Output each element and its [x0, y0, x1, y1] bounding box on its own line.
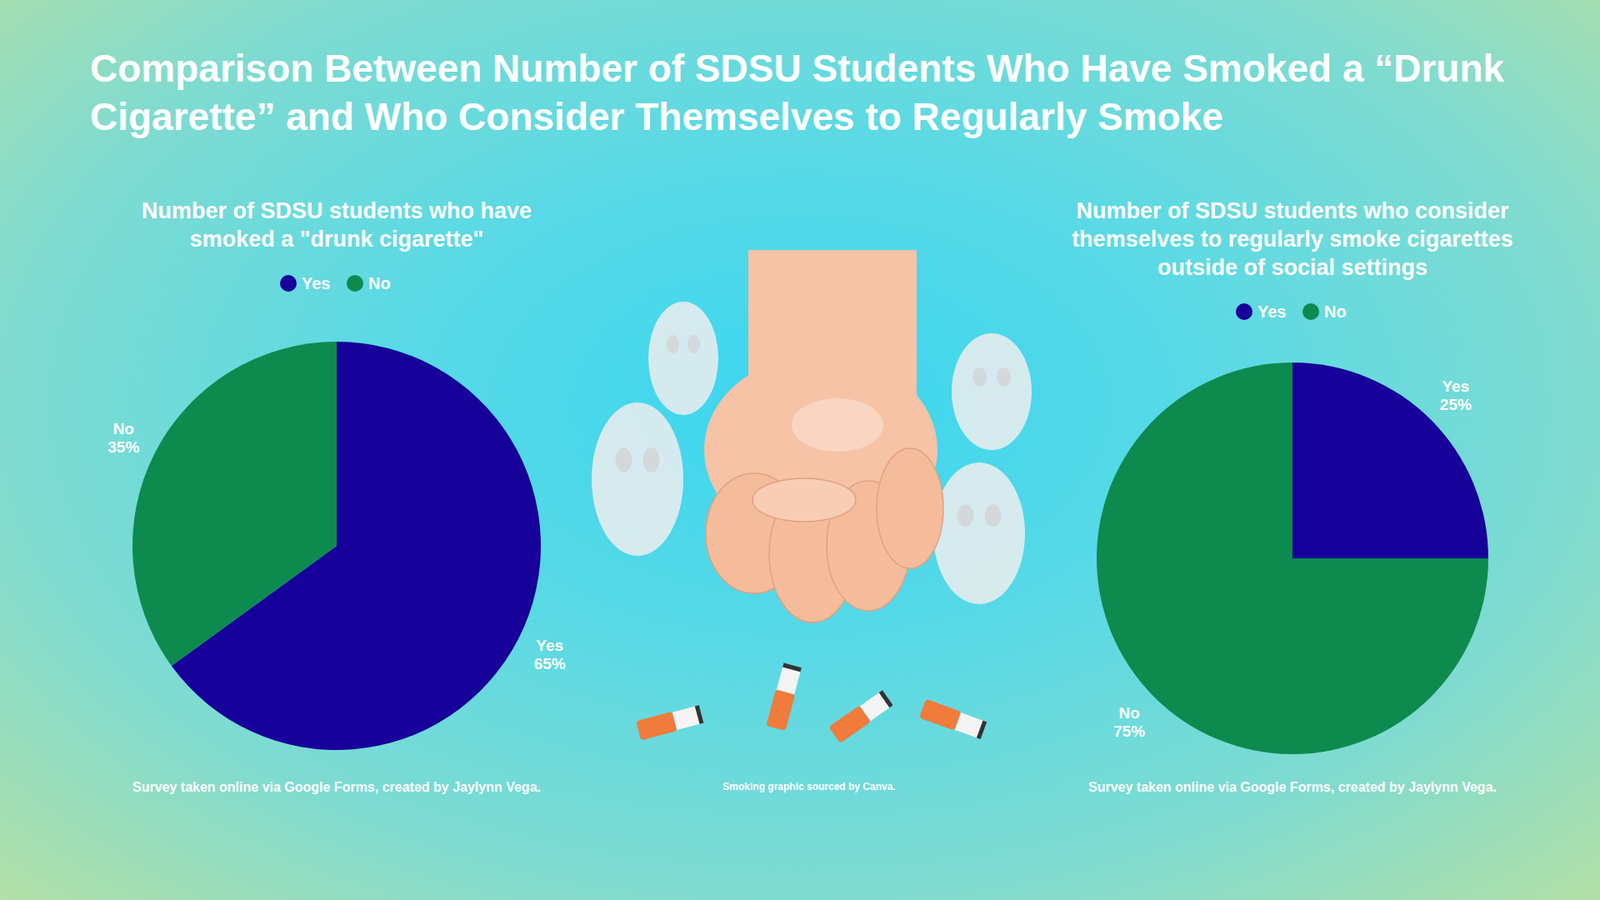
panel-title: Number of SDSU students who considerthem…: [1071, 198, 1514, 280]
data-label-value: 65%: [534, 655, 566, 673]
smoke-puff: [591, 402, 684, 556]
data-label-category: Yes: [535, 636, 564, 655]
ash: [879, 690, 894, 708]
ash: [695, 705, 705, 725]
data-label: No35%: [107, 420, 140, 456]
ash: [782, 663, 802, 673]
highlight: [791, 398, 884, 452]
text-line: themselves to regularly smoke cigarettes: [1071, 226, 1514, 252]
pie-panel: Number of SDSU students who considerthem…: [1071, 198, 1514, 795]
legend-swatch: [1235, 303, 1253, 320]
data-label: No75%: [1113, 704, 1145, 740]
legend-label: Yes: [1257, 302, 1286, 321]
cigarette-butt: [765, 662, 802, 731]
smoke-face: [996, 367, 1011, 386]
filter: [919, 699, 961, 731]
data-label-value: 25%: [1440, 395, 1472, 414]
pie-slices: [132, 341, 541, 750]
legend-label: No: [368, 274, 391, 293]
data-labels: Yes25% No75%: [1113, 377, 1472, 740]
legend: Yes No: [280, 274, 391, 293]
data-label-category: No: [1118, 704, 1140, 722]
text-line: Cigarette” and Who Consider Themselves t…: [90, 95, 1224, 139]
smoke-face: [687, 335, 700, 354]
data-label: Yes65%: [534, 636, 566, 673]
graphic-credit: Smoking graphic sourced by Canva.: [722, 780, 895, 793]
chart-title: Comparison Between Number of SDSU Studen…: [90, 46, 1505, 139]
text-line: Number of SDSU students who consider: [1075, 198, 1510, 224]
pie-slices: [1096, 362, 1489, 755]
pie-slice: [1096, 362, 1489, 755]
smoke-face: [666, 335, 680, 354]
text-line: smoked a "drunk cigarette": [190, 226, 485, 252]
paper: [776, 666, 800, 695]
data-label-value: 35%: [107, 438, 140, 456]
smoke-puff: [648, 301, 719, 415]
data-label-value: 75%: [1113, 722, 1145, 740]
smoke-face: [643, 447, 660, 472]
cigarette-butt: [919, 699, 988, 740]
legend-label: Yes: [301, 274, 330, 293]
panel-title: Number of SDSU students who havesmoked a…: [141, 198, 532, 252]
ash: [976, 720, 987, 740]
data-labels: Yes65% No35%: [107, 420, 566, 673]
smoke-puff: [951, 333, 1032, 450]
smoke-face: [615, 447, 633, 472]
smoke-face: [985, 504, 1002, 527]
data-label-category: No: [113, 420, 135, 438]
legend-label: No: [1324, 302, 1347, 321]
smoking-graphic: [591, 250, 1032, 744]
data-label: Yes25%: [1440, 377, 1472, 414]
filter: [765, 689, 795, 731]
legend-swatch: [346, 275, 364, 292]
pie-slice: [132, 341, 337, 666]
legend-swatch: [1302, 303, 1320, 320]
pie-panel: Number of SDSU students who havesmoked a…: [107, 198, 566, 795]
filter: [635, 711, 678, 741]
smoke-face: [957, 504, 975, 527]
pie-slice: [1292, 362, 1489, 559]
source-note: Survey taken online via Google Forms, cr…: [132, 780, 541, 795]
canvas: Comparison Between Number of SDSU Studen…: [0, 0, 1600, 900]
text-line: Number of SDSU students who have: [141, 198, 532, 224]
smoke-face: [972, 367, 987, 386]
paper: [672, 706, 700, 730]
text-line: Comparison Between Number of SDSU Studen…: [90, 46, 1505, 90]
smoke-puff: [933, 462, 1025, 605]
finger: [876, 448, 944, 569]
legend: Yes No: [1235, 302, 1347, 321]
legend-swatch: [280, 275, 297, 292]
cigarette-butt: [635, 704, 705, 740]
thumb: [752, 478, 856, 522]
source-note: Survey taken online via Google Forms, cr…: [1088, 780, 1497, 795]
text-line: outside of social settings: [1157, 255, 1428, 280]
cigarette-butt: [828, 690, 894, 744]
data-label-category: Yes: [1441, 377, 1470, 395]
